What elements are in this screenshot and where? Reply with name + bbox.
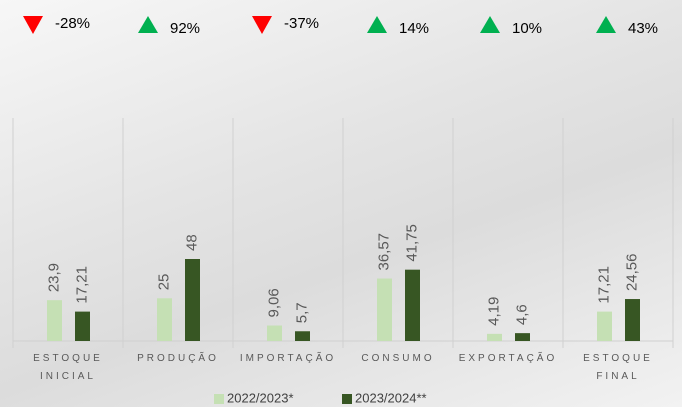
category-label: IMPORTAÇÃO (238, 350, 338, 368)
bar (295, 331, 310, 341)
value-label: 17,21 (595, 266, 612, 304)
category-label: EXPORTAÇÃO (458, 350, 558, 368)
value-label: 48 (183, 234, 200, 251)
page: 23,9 17,21 25 48 9,06 5,7 36,57 41,75 4,19 4,6 17,… (0, 0, 682, 407)
change-label: 10% (512, 20, 542, 37)
bar (377, 279, 392, 341)
value-label: 4,19 (485, 297, 502, 326)
bar (487, 334, 502, 341)
change-label: -37% (284, 15, 319, 32)
change-label: 14% (399, 20, 429, 37)
change-arrow (596, 16, 616, 33)
value-label: 25 (155, 274, 172, 291)
legend-label: 2023/2024** (355, 390, 427, 405)
bar (597, 312, 612, 341)
bar (185, 259, 200, 341)
bar (267, 326, 282, 341)
bar (405, 270, 420, 341)
value-label: 36,57 (375, 233, 392, 271)
change-arrow (252, 16, 272, 34)
category-label: ESTOQUE FINAL (568, 350, 668, 386)
value-label: 41,75 (403, 224, 420, 262)
value-label: 9,06 (265, 288, 282, 317)
legend-swatch (342, 394, 352, 404)
change-arrow (23, 16, 43, 34)
category-label: CONSUMO (348, 350, 448, 368)
bar (75, 312, 90, 341)
value-label: 4,6 (513, 304, 530, 325)
value-label: 5,7 (293, 302, 310, 323)
category-label: ESTOQUE INICIAL (18, 350, 118, 386)
value-label: 17,21 (73, 266, 90, 304)
change-arrow (367, 16, 387, 33)
chart: 23,9 17,21 25 48 9,06 5,7 36,57 41,75 4,19 4,6 17,… (0, 0, 682, 407)
legend-label: 2022/2023* (227, 390, 294, 405)
change-arrow (138, 16, 158, 33)
change-label: -28% (55, 15, 90, 32)
bar (157, 298, 172, 341)
change-label: 92% (170, 20, 200, 37)
value-label: 23,9 (45, 263, 62, 292)
change-label: 43% (628, 20, 658, 37)
bar (47, 300, 62, 341)
change-arrow (480, 16, 500, 33)
legend-swatch (214, 394, 224, 404)
bar (515, 333, 530, 341)
category-label: PRODUÇÃO (128, 350, 228, 368)
value-label: 24,56 (623, 253, 640, 291)
bar (625, 299, 640, 341)
